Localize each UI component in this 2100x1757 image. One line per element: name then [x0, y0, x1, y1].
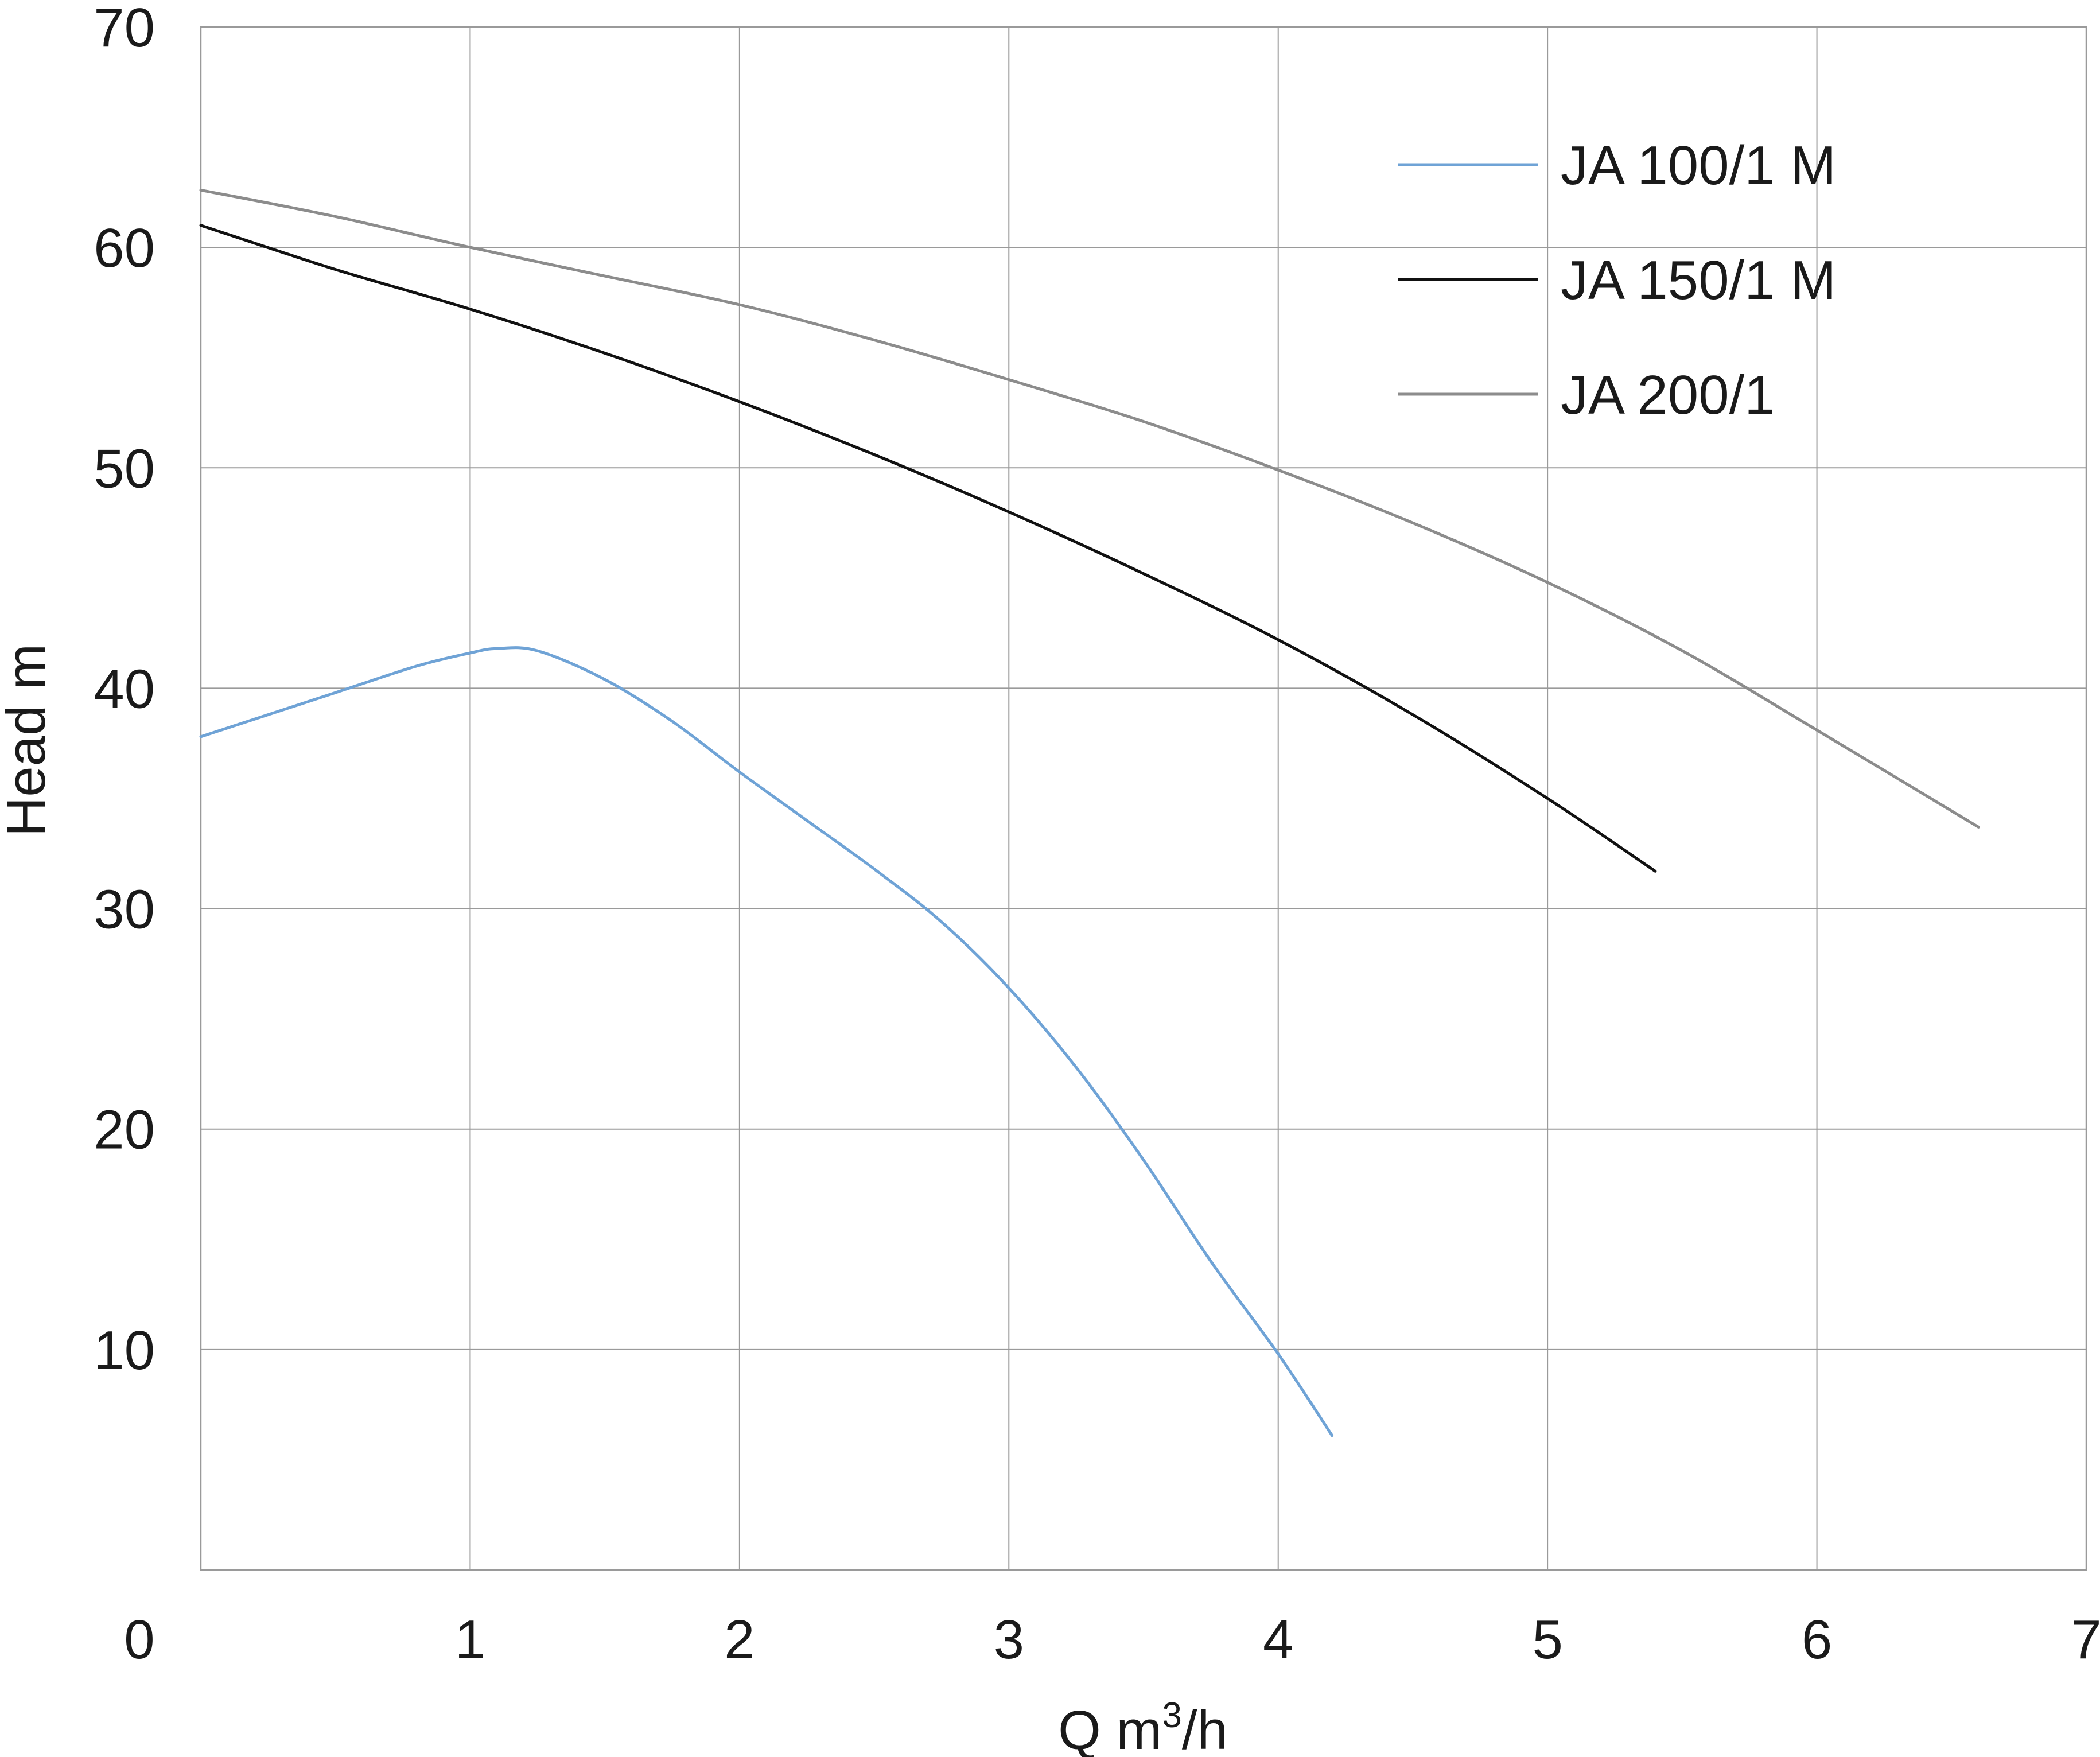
y-tick-label: 50 [94, 438, 155, 499]
x-tick-label: 6 [1802, 1609, 1832, 1670]
x-axis-title-tail: /h [1182, 1700, 1228, 1757]
x-tick-label: 2 [724, 1609, 755, 1670]
plot-frame [200, 26, 2087, 1571]
x-axis-title-base: Q m [1058, 1700, 1162, 1757]
x-axis-title: Q m3/h [1058, 1696, 1228, 1757]
series-line-3 [199, 188, 1980, 829]
x-tick-label: 3 [994, 1609, 1024, 1670]
y-tick-label: 60 [94, 217, 155, 279]
x-axis-title-sup: 3 [1162, 1696, 1181, 1735]
legend-label-2: JA 150/1 M [1561, 250, 1836, 311]
y-axis-title: Head m [0, 644, 57, 837]
legend: JA 100/1 M JA 150/1 M JA 200/1 [1398, 135, 1836, 426]
series-line-2 [199, 224, 1657, 873]
x-axis-ticks: 0 1 2 3 4 5 6 7 [124, 1609, 2100, 1670]
y-tick-label: 70 [94, 0, 155, 59]
x-tick-label: 1 [455, 1609, 485, 1670]
legend-label-1: JA 100/1 M [1561, 135, 1836, 196]
y-tick-label: 10 [94, 1320, 155, 1381]
x-tick-label: 0 [124, 1609, 154, 1670]
y-tick-label: 20 [94, 1099, 155, 1161]
legend-label-3: JA 200/1 [1561, 364, 1775, 426]
y-axis-ticks: 10 20 30 40 50 60 70 [94, 0, 155, 1381]
y-tick-label: 40 [94, 658, 155, 720]
series-layer [199, 188, 1980, 1437]
x-tick-label: 4 [1263, 1609, 1293, 1670]
y-tick-label: 30 [94, 879, 155, 940]
x-tick-label: 7 [2071, 1609, 2100, 1670]
x-tick-label: 5 [1532, 1609, 1562, 1670]
series-line-1 [199, 646, 1334, 1437]
